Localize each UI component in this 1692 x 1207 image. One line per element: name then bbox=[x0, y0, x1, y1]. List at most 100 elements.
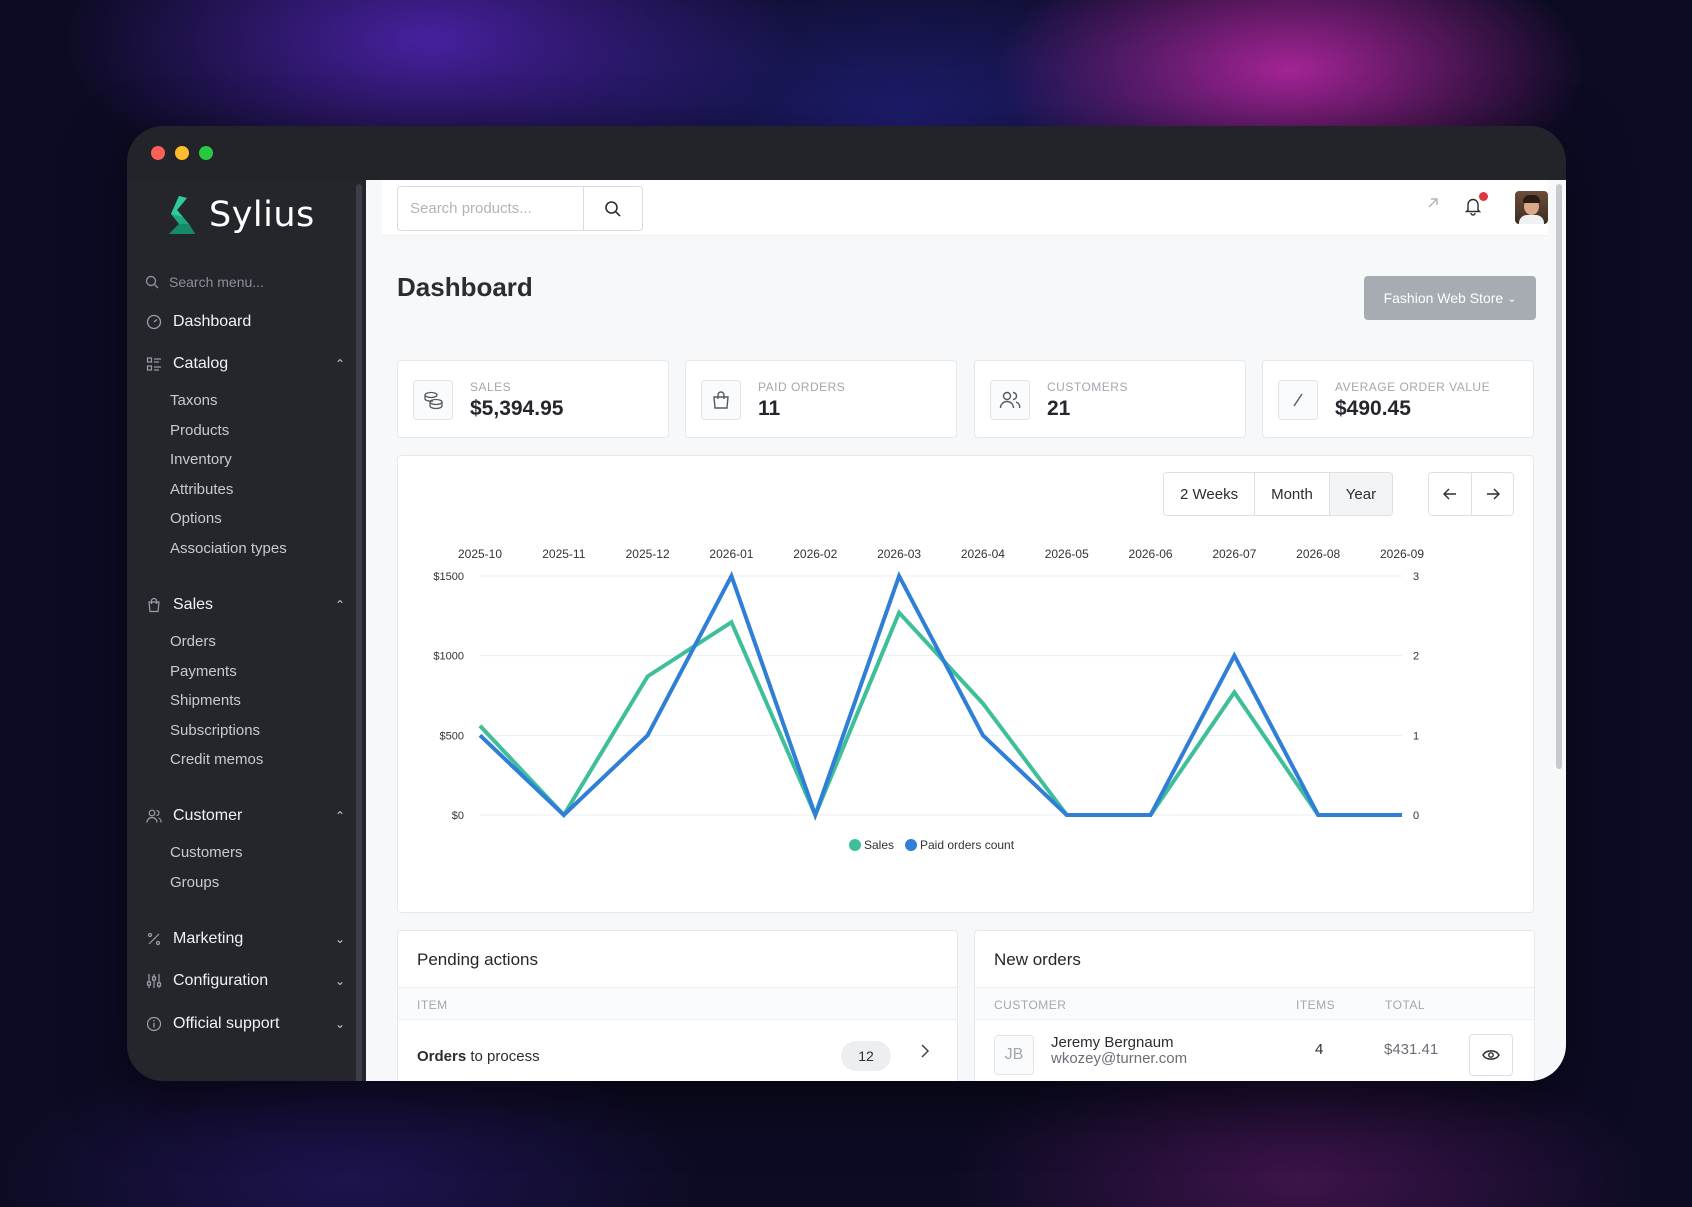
list-details-icon bbox=[145, 355, 163, 373]
x-tick-label: 2026-06 bbox=[1129, 547, 1173, 561]
chart-period-nav bbox=[1428, 472, 1514, 516]
sidebar-item-label: Official support bbox=[173, 1015, 280, 1032]
x-tick-label: 2025-10 bbox=[458, 547, 502, 561]
sidebar-subitem-association-types[interactable]: Association types bbox=[170, 540, 287, 557]
sidebar-item-marketing[interactable]: Marketing ⌄ bbox=[145, 930, 345, 948]
sidebar-item-label: Customer bbox=[173, 807, 243, 824]
sidebar-item-label: Catalog bbox=[173, 355, 229, 372]
sidebar-subitem-options[interactable]: Options bbox=[170, 510, 222, 527]
y-left-tick-label: $500 bbox=[440, 730, 464, 742]
x-tick-label: 2025-11 bbox=[542, 547, 585, 561]
series-line-paid-orders-count bbox=[478, 571, 1402, 822]
y-left-tick-label: $1000 bbox=[433, 651, 464, 663]
page-title: Dashboard bbox=[397, 272, 533, 302]
y-left-tick-label: $1500 bbox=[433, 571, 464, 583]
table-header: ITEM bbox=[398, 987, 957, 1020]
sylius-logo-icon bbox=[169, 196, 195, 234]
sidebar-subitem-customers[interactable]: Customers bbox=[170, 844, 243, 861]
sidebar-subitem-products[interactable]: Products bbox=[170, 422, 230, 439]
chevron-down-icon: ⌄ bbox=[334, 974, 345, 988]
column-header-item: ITEM bbox=[417, 998, 448, 1012]
sidebar-item-dashboard[interactable]: Dashboard bbox=[145, 313, 345, 331]
range-month-button[interactable]: Month bbox=[1254, 473, 1329, 515]
chevron-right-icon[interactable] bbox=[920, 1043, 930, 1064]
chevron-down-icon: ⌄ bbox=[1507, 292, 1517, 305]
menu-search-placeholder: Search menu... bbox=[169, 274, 264, 290]
range-year-button[interactable]: Year bbox=[1328, 473, 1393, 515]
brand-name: Sylius bbox=[209, 195, 315, 235]
stat-card-paid-orders: PAID ORDERS 11 bbox=[685, 360, 957, 438]
chevron-up-icon: ⌃ bbox=[334, 598, 345, 612]
x-tick-label: 2026-07 bbox=[1212, 547, 1256, 561]
next-period-button[interactable] bbox=[1471, 473, 1513, 515]
chevron-down-icon: ⌄ bbox=[334, 1017, 345, 1031]
sidebar-subitem-attributes[interactable]: Attributes bbox=[170, 481, 234, 498]
product-search bbox=[397, 186, 643, 231]
stat-label: AVERAGE ORDER VALUE bbox=[1335, 380, 1491, 394]
stat-value: 21 bbox=[1047, 397, 1071, 420]
brand-logo[interactable]: Sylius bbox=[165, 194, 315, 236]
sales-chart-card: 2 Weeks Month Year $0 0 $500 1 $1000 2 $1500 3 2… bbox=[397, 455, 1534, 913]
adjustments-icon bbox=[145, 972, 163, 990]
x-tick-label: 2026-04 bbox=[961, 547, 1005, 561]
sidebar-subitem-credit-memos[interactable]: Credit memos bbox=[170, 751, 264, 768]
sidebar-scrollbar[interactable] bbox=[356, 184, 362, 1081]
order-total: $431.41 bbox=[1384, 1041, 1439, 1058]
stat-value: $5,394.95 bbox=[470, 397, 564, 420]
range-2-weeks-button[interactable]: 2 Weeks bbox=[1164, 473, 1255, 515]
sidebar-item-customer[interactable]: Customer ⌃ bbox=[145, 807, 345, 825]
users-icon bbox=[990, 380, 1030, 420]
eye-icon bbox=[1482, 1050, 1500, 1060]
previous-period-button[interactable] bbox=[1429, 473, 1471, 515]
shopping-bag-icon bbox=[701, 380, 741, 420]
chevron-up-icon: ⌃ bbox=[334, 809, 345, 823]
y-left-tick-label: $0 bbox=[452, 810, 464, 822]
sidebar-subitem-groups[interactable]: Groups bbox=[170, 874, 220, 891]
minimize-window-button[interactable] bbox=[175, 146, 189, 160]
sales-line-chart: $0 0 $500 1 $1000 2 $1500 3 2025-10 2025-11 2025-1… bbox=[433, 547, 1424, 852]
slash-icon bbox=[1278, 380, 1318, 420]
sidebar-subitem-subscriptions[interactable]: Subscriptions bbox=[170, 722, 261, 739]
sidebar-subitem-taxons[interactable]: Taxons bbox=[170, 392, 218, 409]
legend-label: Sales bbox=[864, 838, 894, 852]
panel-title: Pending actions bbox=[417, 950, 538, 969]
channel-select-button[interactable]: Fashion Web Store ⌄ bbox=[1364, 276, 1536, 320]
sidebar-item-official-support[interactable]: Official support ⌄ bbox=[145, 1015, 345, 1033]
close-window-button[interactable] bbox=[151, 146, 165, 160]
sidebar-subitem-shipments[interactable]: Shipments bbox=[170, 692, 241, 709]
customer-name: Jeremy Bergnaum bbox=[1051, 1034, 1174, 1051]
gauge-icon bbox=[145, 313, 163, 331]
sidebar-item-catalog[interactable]: Catalog ⌃ bbox=[145, 355, 345, 373]
sidebar-item-label: Dashboard bbox=[173, 313, 252, 330]
stat-label: PAID ORDERS bbox=[758, 380, 846, 394]
sidebar: Sylius Search menu... Dashboard Catalog … bbox=[127, 180, 366, 1081]
x-tick-label: 2026-09 bbox=[1380, 547, 1424, 561]
sidebar-item-label: Sales bbox=[173, 596, 214, 613]
sidebar-item-configuration[interactable]: Configuration ⌄ bbox=[145, 972, 345, 990]
legend-swatch bbox=[849, 839, 861, 851]
column-header-items: ITEMS bbox=[1296, 998, 1336, 1012]
product-search-input[interactable] bbox=[398, 187, 583, 230]
notifications-button[interactable] bbox=[1464, 192, 1488, 221]
external-link-icon[interactable] bbox=[1426, 196, 1440, 215]
user-avatar[interactable] bbox=[1515, 191, 1548, 224]
bell-icon bbox=[1464, 198, 1482, 216]
x-tick-label: 2026-02 bbox=[793, 547, 837, 561]
legend-swatch bbox=[905, 839, 917, 851]
sidebar-subitem-orders[interactable]: Orders bbox=[170, 633, 216, 650]
sidebar-subitem-payments[interactable]: Payments bbox=[170, 663, 237, 680]
column-header-total: TOTAL bbox=[1385, 998, 1426, 1012]
chevron-down-icon: ⌄ bbox=[334, 932, 345, 946]
main-scrollbar[interactable] bbox=[1556, 184, 1562, 769]
sidebar-subitem-inventory[interactable]: Inventory bbox=[170, 451, 232, 468]
search-icon bbox=[145, 275, 159, 289]
menu-search[interactable]: Search menu... bbox=[145, 274, 264, 290]
sidebar-item-label: Configuration bbox=[173, 972, 269, 989]
product-search-button[interactable] bbox=[583, 187, 642, 230]
maximize-window-button[interactable] bbox=[199, 146, 213, 160]
x-tick-label: 2026-05 bbox=[1045, 547, 1089, 561]
sidebar-item-sales[interactable]: Sales ⌃ bbox=[145, 596, 345, 614]
stat-label: CUSTOMERS bbox=[1047, 380, 1128, 394]
view-order-button[interactable] bbox=[1469, 1034, 1513, 1076]
pending-action-row[interactable]: Orders to process bbox=[417, 1048, 540, 1065]
